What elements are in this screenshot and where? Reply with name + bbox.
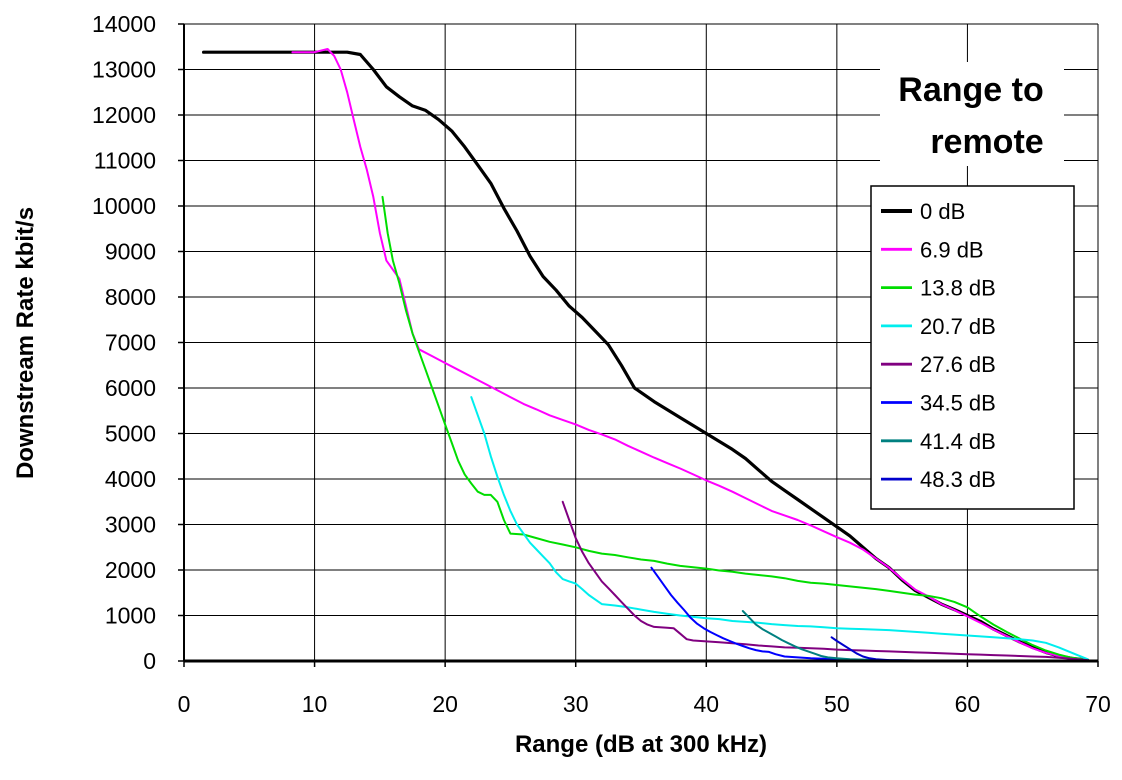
- x-tick-label: 0: [178, 691, 191, 717]
- x-tick-label: 50: [824, 691, 850, 717]
- series-line-20-7-db: [470, 396, 1089, 661]
- y-tick-label: 12000: [92, 102, 156, 128]
- legend-label-20-7-db: 20.7 dB: [920, 314, 996, 339]
- legend-title-background: [880, 62, 1064, 166]
- series-line-6-9-db: [291, 48, 1089, 662]
- y-tick-label: 14000: [92, 11, 156, 37]
- legend: Range to remote 0 dB 6.9 dB 13.8 dB 20.7 dB…: [870, 62, 1075, 510]
- y-tick-label: 1000: [105, 603, 156, 629]
- x-tick-label: 40: [693, 691, 719, 717]
- legend-label-6-9-db: 6.9 dB: [920, 237, 984, 262]
- x-tick-label: 20: [432, 691, 458, 717]
- series-line-34-5-db: [650, 566, 1089, 662]
- y-tick-label: 5000: [105, 421, 156, 447]
- legend-box: [870, 185, 1075, 510]
- y-tick-label: 3000: [105, 512, 156, 538]
- series-line-27-6-db: [561, 500, 1089, 662]
- x-axis-title: Range (dB at 300 kHz): [515, 731, 767, 758]
- y-tick-label: 6000: [105, 375, 156, 401]
- y-tick-label: 8000: [105, 284, 156, 310]
- y-tick-label: 13000: [92, 57, 156, 83]
- legend-items: 0 dB 6.9 dB 13.8 dB 20.7 dB 27.6 dB 34.5 dB 41…: [881, 199, 996, 492]
- legend-title-line-1: Range to: [898, 71, 1043, 109]
- y-tick-label: 11000: [94, 148, 156, 174]
- x-tick-label: 60: [955, 691, 981, 717]
- legend-label-27-6-db: 27.6 dB: [920, 352, 996, 377]
- axes: [178, 23, 1099, 667]
- legend-label-34-5-db: 34.5 dB: [920, 391, 996, 416]
- series-line-41-4-db: [741, 610, 1089, 662]
- series-line-13-8-db: [381, 195, 1089, 661]
- legend-label-48-3-db: 48.3 dB: [920, 467, 996, 492]
- y-axis-title: Downstream Rate kbit/s: [12, 207, 39, 479]
- y-tick-label: 4000: [105, 466, 156, 492]
- x-tick-label: 30: [563, 691, 589, 717]
- legend-title-line-2: remote: [930, 123, 1043, 161]
- y-tick-label: 9000: [105, 239, 156, 265]
- y-tick-label: 0: [143, 648, 156, 674]
- y-tick-label: 7000: [105, 330, 156, 356]
- legend-label-0-db: 0 dB: [920, 199, 965, 224]
- tick-labels: 0 10 20 30 40 50 60 70 0 1000 2000 3000 4000 5000 6000…: [92, 11, 1111, 717]
- y-tick-label: 2000: [105, 557, 156, 583]
- y-tick-label: 10000: [92, 193, 156, 219]
- x-tick-label: 70: [1085, 691, 1111, 717]
- legend-label-41-4-db: 41.4 dB: [920, 429, 996, 454]
- legend-label-13-8-db: 13.8 dB: [920, 276, 996, 301]
- x-tick-label: 10: [302, 691, 328, 717]
